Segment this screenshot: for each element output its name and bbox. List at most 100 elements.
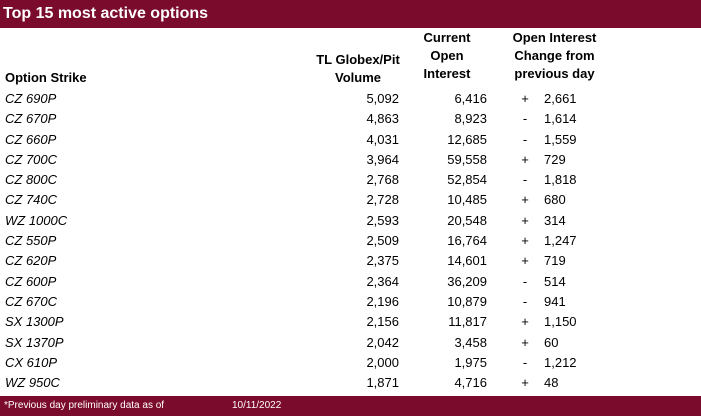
- open-interest-cell: 4,716: [454, 375, 487, 391]
- change-sign-cell: -: [522, 273, 528, 289]
- change-sign-cell: +: [521, 192, 529, 208]
- option-strike-cell: CZ 550P: [5, 233, 57, 249]
- page-title: Top 15 most active options: [3, 5, 209, 22]
- change-sign-cell: -: [522, 293, 528, 309]
- change-value-cell: 1,559: [544, 131, 577, 147]
- change-value-cell: 1,818: [544, 172, 577, 188]
- change-sign-cell: +: [521, 334, 529, 350]
- open-interest-cell: 10,485: [447, 192, 487, 208]
- header-change-line-2: Change from: [514, 48, 595, 63]
- option-strike-cell: CZ 740C: [5, 192, 58, 208]
- volume-cell: 1,871: [366, 375, 399, 391]
- header-oi-line-1: Current: [423, 30, 471, 45]
- header-option-strike-label: Option Strike: [5, 70, 87, 85]
- change-sign-cell: +: [521, 91, 529, 106]
- change-value-cell: 48: [544, 375, 559, 391]
- volume-cell: 2,042: [366, 334, 399, 350]
- change-value-cell: 680: [544, 192, 566, 208]
- open-interest-cell: 3,458: [454, 334, 487, 350]
- change-sign-cell: -: [522, 172, 528, 188]
- change-sign-cell: +: [521, 253, 529, 269]
- change-sign-cell: +: [521, 233, 529, 249]
- header-open-interest: Current Open Interest: [407, 29, 487, 83]
- table-row: WZ 950C 1,871 4,716 + 48: [0, 373, 701, 393]
- header-option-strike: Option Strike: [5, 69, 87, 87]
- change-sign-cell: +: [521, 314, 529, 330]
- volume-cell: 2,156: [366, 314, 399, 330]
- change-sign-cell: +: [521, 212, 529, 228]
- change-value-cell: 941: [544, 293, 566, 309]
- option-strike-cell: SX 1300P: [5, 314, 64, 330]
- table-row: CZ 740C 2,728 10,485 + 680: [0, 190, 701, 210]
- option-strike-cell: CZ 620P: [5, 253, 57, 269]
- open-interest-cell: 20,548: [447, 212, 487, 228]
- volume-cell: 2,196: [366, 293, 399, 309]
- change-value-cell: 1,247: [544, 233, 577, 249]
- option-strike-cell: CZ 700C: [5, 151, 58, 167]
- change-value-cell: 314: [544, 212, 566, 228]
- change-value-cell: 729: [544, 151, 566, 167]
- table-row: CZ 600P 2,364 36,209 - 514: [0, 272, 701, 292]
- table-row: SX 1370P 2,042 3,458 + 60: [0, 333, 701, 353]
- open-interest-cell: 12,685: [447, 131, 487, 147]
- header-change-line-3: previous day: [514, 66, 595, 81]
- change-sign-cell: +: [521, 151, 529, 167]
- header-oi-line-3: Interest: [423, 66, 471, 81]
- change-value-cell: 2,661: [544, 91, 577, 106]
- volume-cell: 5,092: [366, 91, 399, 106]
- volume-cell: 2,375: [366, 253, 399, 269]
- option-strike-cell: CZ 690P: [5, 91, 57, 106]
- change-value-cell: 1,614: [544, 111, 577, 127]
- table-row: CZ 700C 3,964 59,558 + 729: [0, 150, 701, 170]
- volume-cell: 2,509: [366, 233, 399, 249]
- change-value-cell: 719: [544, 253, 566, 269]
- open-interest-cell: 52,854: [447, 172, 487, 188]
- footer-date: 10/11/2022: [232, 400, 282, 411]
- table-row: CZ 670P 4,863 8,923 - 1,614: [0, 109, 701, 129]
- volume-cell: 2,593: [366, 212, 399, 228]
- table-row: CZ 660P 4,031 12,685 - 1,559: [0, 130, 701, 150]
- change-value-cell: 1,212: [544, 354, 577, 370]
- table-row: CZ 690P 5,092 6,416 + 2,661: [0, 89, 701, 109]
- volume-cell: 2,000: [366, 354, 399, 370]
- open-interest-cell: 59,558: [447, 151, 487, 167]
- option-strike-cell: WZ 950C: [5, 375, 60, 391]
- change-sign-cell: -: [522, 354, 528, 370]
- option-strike-cell: CZ 800C: [5, 172, 58, 188]
- open-interest-cell: 16,764: [447, 233, 487, 249]
- change-value-cell: 1,150: [544, 314, 577, 330]
- header-change-line-1: Open Interest: [512, 30, 597, 45]
- option-strike-cell: CZ 660P: [5, 131, 57, 147]
- table-row: CX 610P 2,000 1,975 - 1,212: [0, 353, 701, 373]
- table-row: CZ 670C 2,196 10,879 - 941: [0, 292, 701, 312]
- footer-note: *Previous day preliminary data as of: [4, 400, 165, 411]
- volume-cell: 2,728: [366, 192, 399, 208]
- header-volume-line-1: TL Globex/Pit: [316, 52, 400, 67]
- option-strike-cell: CX 610P: [5, 354, 58, 370]
- volume-cell: 4,863: [366, 111, 399, 127]
- open-interest-cell: 10,879: [447, 293, 487, 309]
- change-sign-cell: +: [521, 375, 529, 391]
- change-sign-cell: -: [522, 131, 528, 147]
- header-oi-line-2: Open: [430, 48, 464, 63]
- header-volume: TL Globex/Pit Volume: [298, 51, 418, 87]
- header-volume-line-2: Volume: [335, 70, 381, 85]
- change-sign-cell: -: [522, 111, 528, 127]
- table-row: CZ 550P 2,509 16,764 + 1,247: [0, 231, 701, 251]
- open-interest-cell: 8,923: [454, 111, 487, 127]
- change-value-cell: 60: [544, 334, 559, 350]
- option-strike-cell: WZ 1000C: [5, 212, 68, 228]
- volume-cell: 4,031: [366, 131, 399, 147]
- title-bar: Top 15 most active options: [0, 0, 701, 28]
- option-strike-cell: CZ 670C: [5, 293, 58, 309]
- options-table: CZ 690P 5,092 6,416 + 2,661 CZ 670P 4,86…: [0, 89, 701, 393]
- change-value-cell: 514: [544, 273, 566, 289]
- open-interest-cell: 1,975: [454, 354, 487, 370]
- header-oi-change: Open Interest Change from previous day: [487, 29, 622, 83]
- table-row: CZ 620P 2,375 14,601 + 719: [0, 251, 701, 271]
- table-row: CZ 800C 2,768 52,854 - 1,818: [0, 170, 701, 190]
- open-interest-cell: 11,817: [448, 314, 487, 330]
- option-strike-cell: CZ 600P: [5, 273, 57, 289]
- footer-bar: *Previous day preliminary data as of 10/…: [0, 396, 701, 416]
- table-row: WZ 1000C 2,593 20,548 + 314: [0, 211, 701, 231]
